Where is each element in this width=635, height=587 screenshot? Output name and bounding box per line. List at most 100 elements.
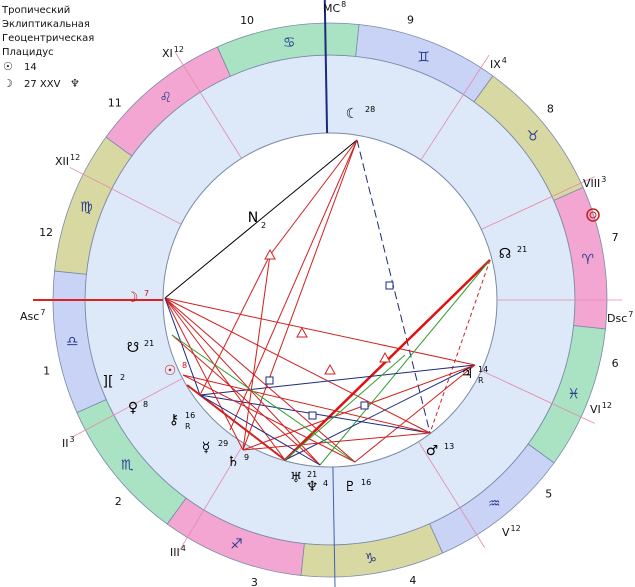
cusp-index: 12: [511, 524, 521, 533]
cusp-line: [481, 370, 595, 424]
cusp-label: II: [62, 437, 69, 450]
planet-degree: 21: [517, 245, 527, 254]
legend-value: 14: [24, 62, 37, 73]
sign-glyph: ♒: [488, 496, 501, 512]
house-number: 6: [612, 357, 619, 370]
sign-sector: [527, 325, 606, 464]
planet-degree: 16: [185, 411, 195, 420]
planet-degree: 7: [144, 289, 149, 298]
planet-degree: 29: [218, 439, 228, 448]
house-number: 7: [612, 231, 619, 244]
cusp-label: VI: [590, 403, 601, 416]
cusp-line: [323, 0, 329, 134]
planet-glyph: ☾: [346, 106, 359, 122]
house-number: 12: [39, 226, 53, 239]
planet-glyph: ☽: [126, 290, 139, 306]
cusp-label: V: [502, 526, 510, 539]
cusp-line: [418, 441, 486, 548]
planet-glyph: N: [248, 210, 258, 226]
planet-glyph: ♄: [227, 454, 240, 470]
cusp-line: [481, 176, 595, 230]
cusp-label: VIII: [583, 177, 600, 190]
house-number: 11: [108, 97, 122, 110]
legend-line: Геоцентрическая: [2, 33, 94, 44]
cusp-index: 4: [181, 544, 186, 553]
planet-glyph: ][: [103, 374, 114, 390]
cusp-label: XII: [55, 155, 69, 168]
planet-glyph: ♂: [426, 443, 439, 459]
legend-symbol: ♆: [70, 77, 80, 90]
cusp-label: Dsc: [607, 312, 627, 325]
legend-line: Эклиптикальная: [2, 19, 90, 30]
sign-glyph: ♏: [121, 457, 134, 473]
cusp-index: 8: [341, 0, 346, 9]
cusp-line: [332, 466, 336, 587]
planet-glyph: ♀: [128, 400, 138, 416]
planet-degree: 28: [365, 105, 375, 114]
planet-degree: 16: [361, 478, 371, 487]
planet-glyph: ⚷: [169, 412, 179, 428]
sign-glyph: ♈: [582, 252, 595, 268]
cusp-index: 3: [70, 435, 75, 444]
cusp-label: MC: [323, 2, 340, 15]
aspect-lines: [164, 139, 600, 466]
sign-glyph: ♌: [159, 90, 172, 106]
sign-glyph: ♉: [527, 129, 540, 145]
planet-degree: 13: [444, 442, 454, 451]
legend-symbol: ☽: [3, 77, 13, 90]
planet-degree: 21: [144, 339, 154, 348]
planet-glyph: ♆: [306, 479, 319, 495]
sign-glyph: ♐: [230, 537, 243, 553]
planet-degree: 2: [120, 373, 125, 382]
house-number: 8: [547, 102, 554, 115]
cusp-index: 12: [174, 45, 184, 54]
planet-glyph: ☋: [127, 340, 139, 356]
planet-degree: 9: [244, 453, 249, 462]
planet-degree: 2: [261, 221, 266, 230]
planet-flag: R: [478, 376, 484, 385]
planet-glyph: ♇: [344, 479, 357, 495]
cusp-index: 3: [601, 175, 606, 184]
planet-degree: 14: [478, 365, 488, 374]
planet-glyph: ♃: [461, 366, 474, 382]
sign-glyph: ♑: [365, 551, 378, 567]
cusp-line: [69, 167, 182, 225]
legend-line: Тропический: [1, 5, 70, 16]
cusp-line: [174, 52, 242, 159]
sign-glyph: ♋: [283, 35, 296, 51]
house-number: 10: [240, 14, 254, 27]
sign-glyph: ♓: [567, 387, 580, 403]
legend-line: Плацидус: [2, 47, 54, 58]
cusp-line: [420, 54, 490, 161]
cusp-line: [71, 378, 183, 438]
planet-degree: 21: [307, 470, 317, 479]
sign-glyph: ♍: [80, 199, 93, 215]
cusp-index: 7: [628, 310, 633, 319]
cusp-line: [179, 442, 245, 551]
planet-glyph: ☉: [164, 363, 177, 379]
sign-glyph: ♎: [66, 334, 79, 350]
cusp-index: 4: [502, 56, 507, 65]
house-number: 5: [545, 487, 552, 500]
planet-flag: R: [185, 422, 191, 431]
cusp-index: 12: [70, 153, 80, 162]
planet-glyph: ☊: [499, 246, 511, 262]
cusp-label: Asc: [20, 310, 39, 323]
cusp-index: 12: [602, 401, 612, 410]
house-number: 2: [115, 495, 122, 508]
sign-glyph: ♊: [417, 49, 430, 65]
rings: [33, 0, 622, 587]
planet-degree: 4: [323, 479, 328, 488]
planet-degree: 8: [143, 400, 148, 409]
house-number: 4: [409, 574, 416, 587]
planet-degree: 8: [182, 361, 187, 370]
legend-symbol: ☉: [3, 60, 13, 73]
cusp-label: XI: [162, 47, 173, 60]
house-number: 9: [407, 13, 414, 26]
cusp-label: III: [170, 546, 180, 559]
cusp-index: 7: [40, 308, 45, 317]
legend-value: 27 XXV: [24, 79, 61, 90]
